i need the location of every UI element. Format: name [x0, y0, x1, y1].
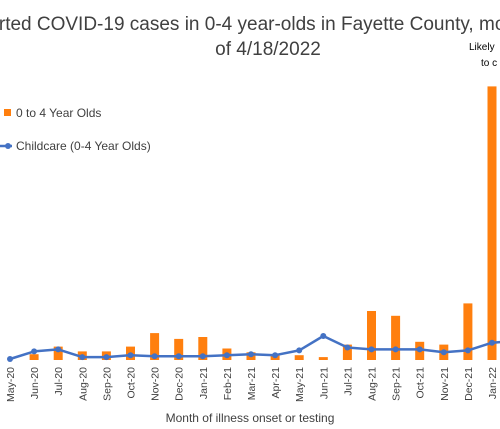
point-may-21 [296, 347, 303, 354]
point-oct-21 [416, 346, 423, 353]
annotation-line1: Likely [469, 42, 495, 53]
point-nov-20 [151, 353, 158, 360]
x-tick-aug-21: Aug-21 [367, 367, 379, 401]
point-sep-21 [392, 346, 399, 353]
x-tick-jun-21: Jun-21 [318, 367, 330, 399]
legend-label-line: Childcare (0-4 Year Olds) [16, 139, 151, 153]
x-tick-feb-21: Feb-21 [222, 367, 234, 400]
legend-swatch-bar [4, 109, 11, 116]
x-tick-may-20: May-20 [5, 367, 17, 402]
bar-nov-20 [150, 333, 160, 360]
bar-jun-21 [318, 357, 328, 360]
legend-label-bar: 0 to 4 Year Olds [16, 106, 101, 120]
x-tick-jun-20: Jun-20 [29, 367, 41, 399]
bar-dec-21 [463, 303, 473, 360]
legend-swatch-marker [5, 143, 11, 149]
bar-aug-21 [367, 311, 376, 360]
point-jun-20 [31, 348, 38, 355]
bar-jan-22 [487, 86, 497, 361]
x-tick-oct-21: Oct-21 [415, 367, 427, 399]
bar-dec-20 [174, 338, 184, 360]
x-tick-jul-20: Jul-20 [53, 367, 65, 396]
point-may-20 [7, 356, 13, 362]
x-tick-aug-20: Aug-20 [77, 367, 89, 401]
point-dec-20 [175, 353, 182, 360]
bar-jul-20 [53, 346, 63, 360]
x-tick-sep-20: Sep-20 [101, 367, 113, 401]
x-tick-nov-21: Nov-21 [439, 367, 451, 401]
x-tick-dec-20: Dec-20 [174, 367, 186, 401]
point-sep-20 [103, 354, 110, 361]
x-tick-apr-21: Apr-21 [270, 367, 282, 399]
x-tick-jan-21: Jan-21 [198, 367, 210, 399]
line-series-group [7, 333, 500, 362]
x-tick-labels: May-20 Jun-20 Jul-20 Aug-20 Sep-20 Oct-20 Nov-… [5, 367, 499, 402]
bars-group [29, 86, 497, 361]
point-mar-21 [248, 351, 254, 358]
point-dec-21 [464, 347, 471, 354]
x-tick-may-21: May-21 [294, 367, 306, 402]
bar-may-21 [294, 355, 304, 360]
x-tick-jul-21: Jul-21 [342, 367, 354, 396]
bar-jan-21 [198, 337, 208, 360]
legend: 0 to 4 Year Olds Childcare (0-4 Year Old… [0, 106, 151, 153]
bar-jun-20 [29, 354, 39, 360]
point-aug-20 [79, 354, 86, 361]
chart-title-line1: orted COVID-19 cases in 0-4 year-olds in… [0, 14, 500, 35]
x-axis-label: Month of illness onset or testing [166, 411, 335, 425]
point-jul-20 [55, 346, 62, 353]
x-tick-dec-21: Dec-21 [463, 367, 475, 401]
x-tick-nov-20: Nov-20 [150, 367, 162, 401]
x-tick-sep-21: Sep-21 [391, 367, 403, 401]
point-aug-21 [368, 346, 375, 353]
x-tick-jan-22: Jan-22 [487, 367, 499, 399]
x-tick-oct-20: Oct-20 [126, 367, 138, 399]
point-feb-21 [223, 352, 230, 359]
line-childcare [9, 334, 500, 361]
bar-jul-21 [342, 344, 352, 360]
annotation-line2: to c [481, 58, 497, 69]
point-oct-20 [127, 352, 134, 359]
point-jan-22 [489, 339, 495, 346]
chart-title-line2: of 4/18/2022 [215, 39, 321, 60]
x-tick-mar-21: Mar-21 [246, 367, 258, 400]
point-apr-21 [272, 352, 279, 359]
point-jun-21 [320, 333, 327, 339]
point-jul-21 [344, 344, 351, 351]
point-nov-21 [440, 349, 447, 356]
point-jan-21 [199, 353, 206, 360]
bar-sep-21 [391, 315, 401, 360]
